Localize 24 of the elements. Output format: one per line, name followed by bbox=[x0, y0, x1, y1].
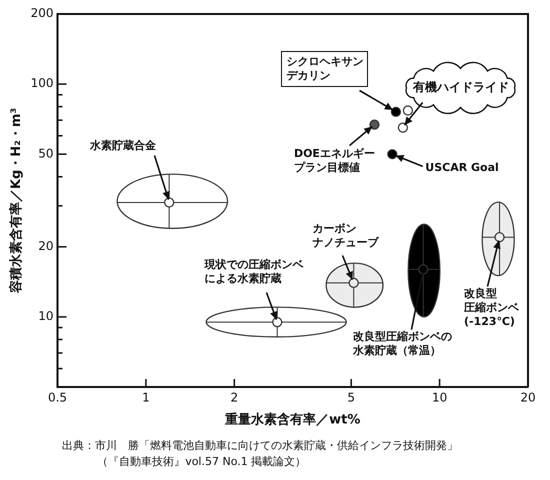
y-tick-label: 20 bbox=[38, 238, 54, 253]
annotation: 水素貯蔵合金 bbox=[90, 138, 156, 152]
y-tick-label: 50 bbox=[38, 146, 54, 160]
x-tick-label: 2 bbox=[230, 390, 238, 404]
annotation: USCAR Goal bbox=[425, 161, 499, 176]
x-tick-label: 5 bbox=[347, 390, 356, 404]
y-tick-label: 200 bbox=[30, 6, 54, 20]
annotation: 改良型圧縮ボンベの水素貯蔵（常温） bbox=[352, 330, 452, 358]
text: （『自動車技術』vol.57 No.1 掲載論文） bbox=[96, 454, 308, 470]
annotation: DOEエネルギープラン目標値 bbox=[294, 146, 375, 175]
x-tick-label: 10 bbox=[432, 390, 448, 404]
y-tick-label: 100 bbox=[30, 76, 54, 90]
annotation: 改良型圧縮ボンベ(-123℃) bbox=[464, 287, 520, 330]
x-tick-label: 0.5 bbox=[48, 390, 68, 404]
annotation: カーボンナノチューブ bbox=[312, 222, 379, 250]
source-note: 出典：市川 勝「燃料電池自動車に向けての水素貯蔵・供給インフラ技術開発」 bbox=[62, 438, 458, 454]
annotation: 現状での圧縮ボンベによる水素貯蔵 bbox=[204, 258, 304, 286]
x-tick-label: 1 bbox=[142, 390, 150, 404]
x-axis-title: 重量水素含有率／wt% bbox=[224, 412, 360, 428]
x-tick-label: 20 bbox=[520, 390, 536, 404]
y-tick-label: 10 bbox=[38, 309, 54, 324]
annotation: シクロヘキサンデカリン bbox=[286, 54, 364, 83]
y-axis-title: 容積水素含有率／Kg・H₂・m³ bbox=[8, 108, 24, 294]
annotation: 有機ハイドライド bbox=[412, 80, 509, 96]
